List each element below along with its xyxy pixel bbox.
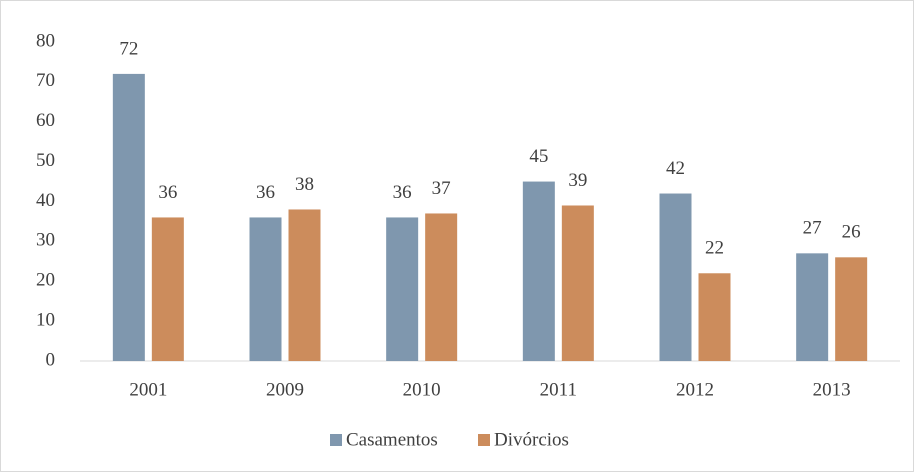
- y-tick-label: 30: [36, 230, 55, 251]
- y-tick-label: 40: [36, 190, 55, 211]
- y-tick-label: 50: [36, 150, 55, 171]
- x-tick-label: 2011: [540, 379, 577, 400]
- bar: [698, 273, 731, 361]
- data-label: 26: [842, 222, 861, 243]
- bar: [112, 73, 145, 362]
- data-label: 27: [803, 218, 822, 239]
- x-tick-label: 2013: [813, 379, 851, 400]
- x-tick-label: 2012: [676, 379, 714, 400]
- data-label: 36: [256, 182, 275, 203]
- data-label: 72: [119, 38, 138, 59]
- bar: [835, 257, 868, 361]
- x-tick-label: 2010: [403, 379, 441, 400]
- y-tick-label: 20: [36, 270, 55, 291]
- data-label: 38: [295, 174, 314, 195]
- y-tick-label: 0: [46, 349, 56, 370]
- data-label: 45: [529, 146, 548, 167]
- legend-label: Casamentos: [346, 429, 438, 450]
- data-label: 42: [666, 158, 685, 179]
- bar: [151, 217, 184, 361]
- y-tick-label: 70: [36, 70, 55, 91]
- legend-label: Divórcios: [494, 429, 569, 450]
- x-tick-label: 2001: [129, 379, 167, 400]
- data-label: 22: [705, 238, 724, 259]
- data-label: 39: [568, 170, 587, 191]
- data-label: 36: [393, 182, 412, 203]
- legend-swatch: [330, 434, 342, 446]
- bar: [561, 205, 594, 361]
- bar: [288, 209, 321, 361]
- y-tick-label: 60: [36, 110, 55, 131]
- bar: [425, 213, 458, 361]
- bar: [659, 193, 692, 361]
- x-tick-label: 2009: [266, 379, 304, 400]
- bar: [796, 253, 829, 361]
- data-label: 36: [158, 182, 177, 203]
- bar: [386, 217, 419, 361]
- y-tick-label: 80: [36, 30, 55, 51]
- legend-swatch: [478, 434, 490, 446]
- bar: [522, 181, 555, 361]
- data-label: 37: [432, 178, 451, 199]
- y-tick-label: 10: [36, 309, 55, 330]
- bar: [249, 217, 282, 361]
